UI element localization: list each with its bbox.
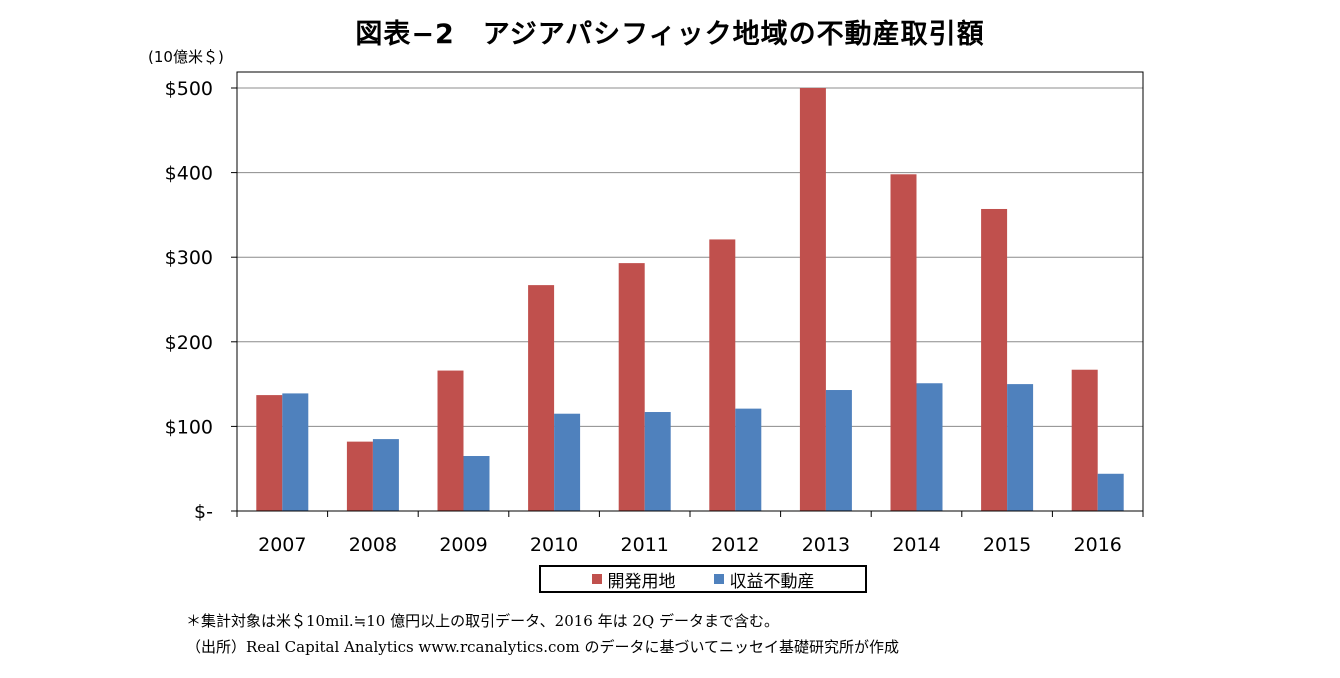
legend-swatch-series-2 bbox=[713, 574, 724, 584]
x-tick-label: 2015 bbox=[983, 534, 1031, 556]
legend-item-series-1: 開発用地 bbox=[591, 567, 676, 592]
x-tick-label: 2010 bbox=[530, 534, 578, 556]
x-tick-label: 2011 bbox=[621, 534, 669, 556]
bar-1-2010 bbox=[528, 285, 555, 511]
bar-2-2011 bbox=[644, 412, 671, 511]
bar-1-2012 bbox=[709, 239, 736, 511]
legend-label-series-2: 収益不動産 bbox=[729, 571, 815, 592]
x-tick-label: 2016 bbox=[1074, 534, 1122, 556]
bar-2-2012 bbox=[735, 408, 762, 511]
bar-1-2009 bbox=[437, 370, 464, 511]
legend-swatch-series-1 bbox=[591, 574, 602, 584]
chart-title: 図表−2 アジアパシフィック地域の不動産取引額 bbox=[355, 19, 985, 50]
y-tick-label: $300 bbox=[165, 247, 213, 269]
bar-1-2013 bbox=[799, 88, 826, 511]
y-tick-label: $100 bbox=[165, 416, 213, 438]
bar-2-2015 bbox=[1007, 384, 1034, 511]
x-tick-label: 2007 bbox=[258, 534, 306, 556]
legend-item-series-2: 収益不動産 bbox=[713, 567, 815, 592]
y-tick-label: $200 bbox=[165, 332, 213, 354]
legend: 開発用地 収益不動産 bbox=[539, 565, 867, 593]
bar-2-2008 bbox=[372, 439, 399, 511]
x-tick-label: 2012 bbox=[711, 534, 759, 556]
y-tick-label: $500 bbox=[165, 78, 213, 100]
bar-1-2016 bbox=[1071, 369, 1098, 511]
x-tick-label: 2013 bbox=[802, 534, 850, 556]
bar-1-2007 bbox=[256, 395, 283, 511]
bar-1-2008 bbox=[346, 441, 373, 511]
x-tick-label: 2014 bbox=[892, 534, 940, 556]
y-tick-label: $- bbox=[194, 501, 213, 523]
footnote-scope: ＊集計対象は米＄10mil.≒10 億円以上の取引データ、2016 年は 2Q … bbox=[186, 612, 779, 630]
bar-2-2009 bbox=[463, 456, 490, 511]
bar-2-2007 bbox=[282, 393, 309, 511]
bars bbox=[256, 88, 1124, 512]
bar-1-2015 bbox=[981, 208, 1008, 511]
x-tick-label: 2009 bbox=[439, 534, 487, 556]
y-tick-label: $400 bbox=[165, 163, 213, 185]
bar-1-2014 bbox=[890, 174, 917, 512]
tick-labels: $- $100 $200 $300 $400 $500 2007 2008 2009 2010 20… bbox=[165, 78, 1122, 556]
footnote-source: （出所）Real Capital Analytics www.rcanalyti… bbox=[186, 638, 899, 656]
bar-2-2014 bbox=[916, 383, 943, 511]
bar-1-2011 bbox=[618, 263, 645, 511]
y-axis-unit-label: (10億米＄) bbox=[148, 48, 224, 66]
legend-label-series-1: 開発用地 bbox=[607, 571, 676, 592]
bar-2-2016 bbox=[1097, 473, 1124, 511]
bar-2-2010 bbox=[554, 413, 581, 511]
x-tick-label: 2008 bbox=[349, 534, 397, 556]
bar-2-2013 bbox=[825, 390, 852, 511]
axes bbox=[231, 71, 1144, 517]
